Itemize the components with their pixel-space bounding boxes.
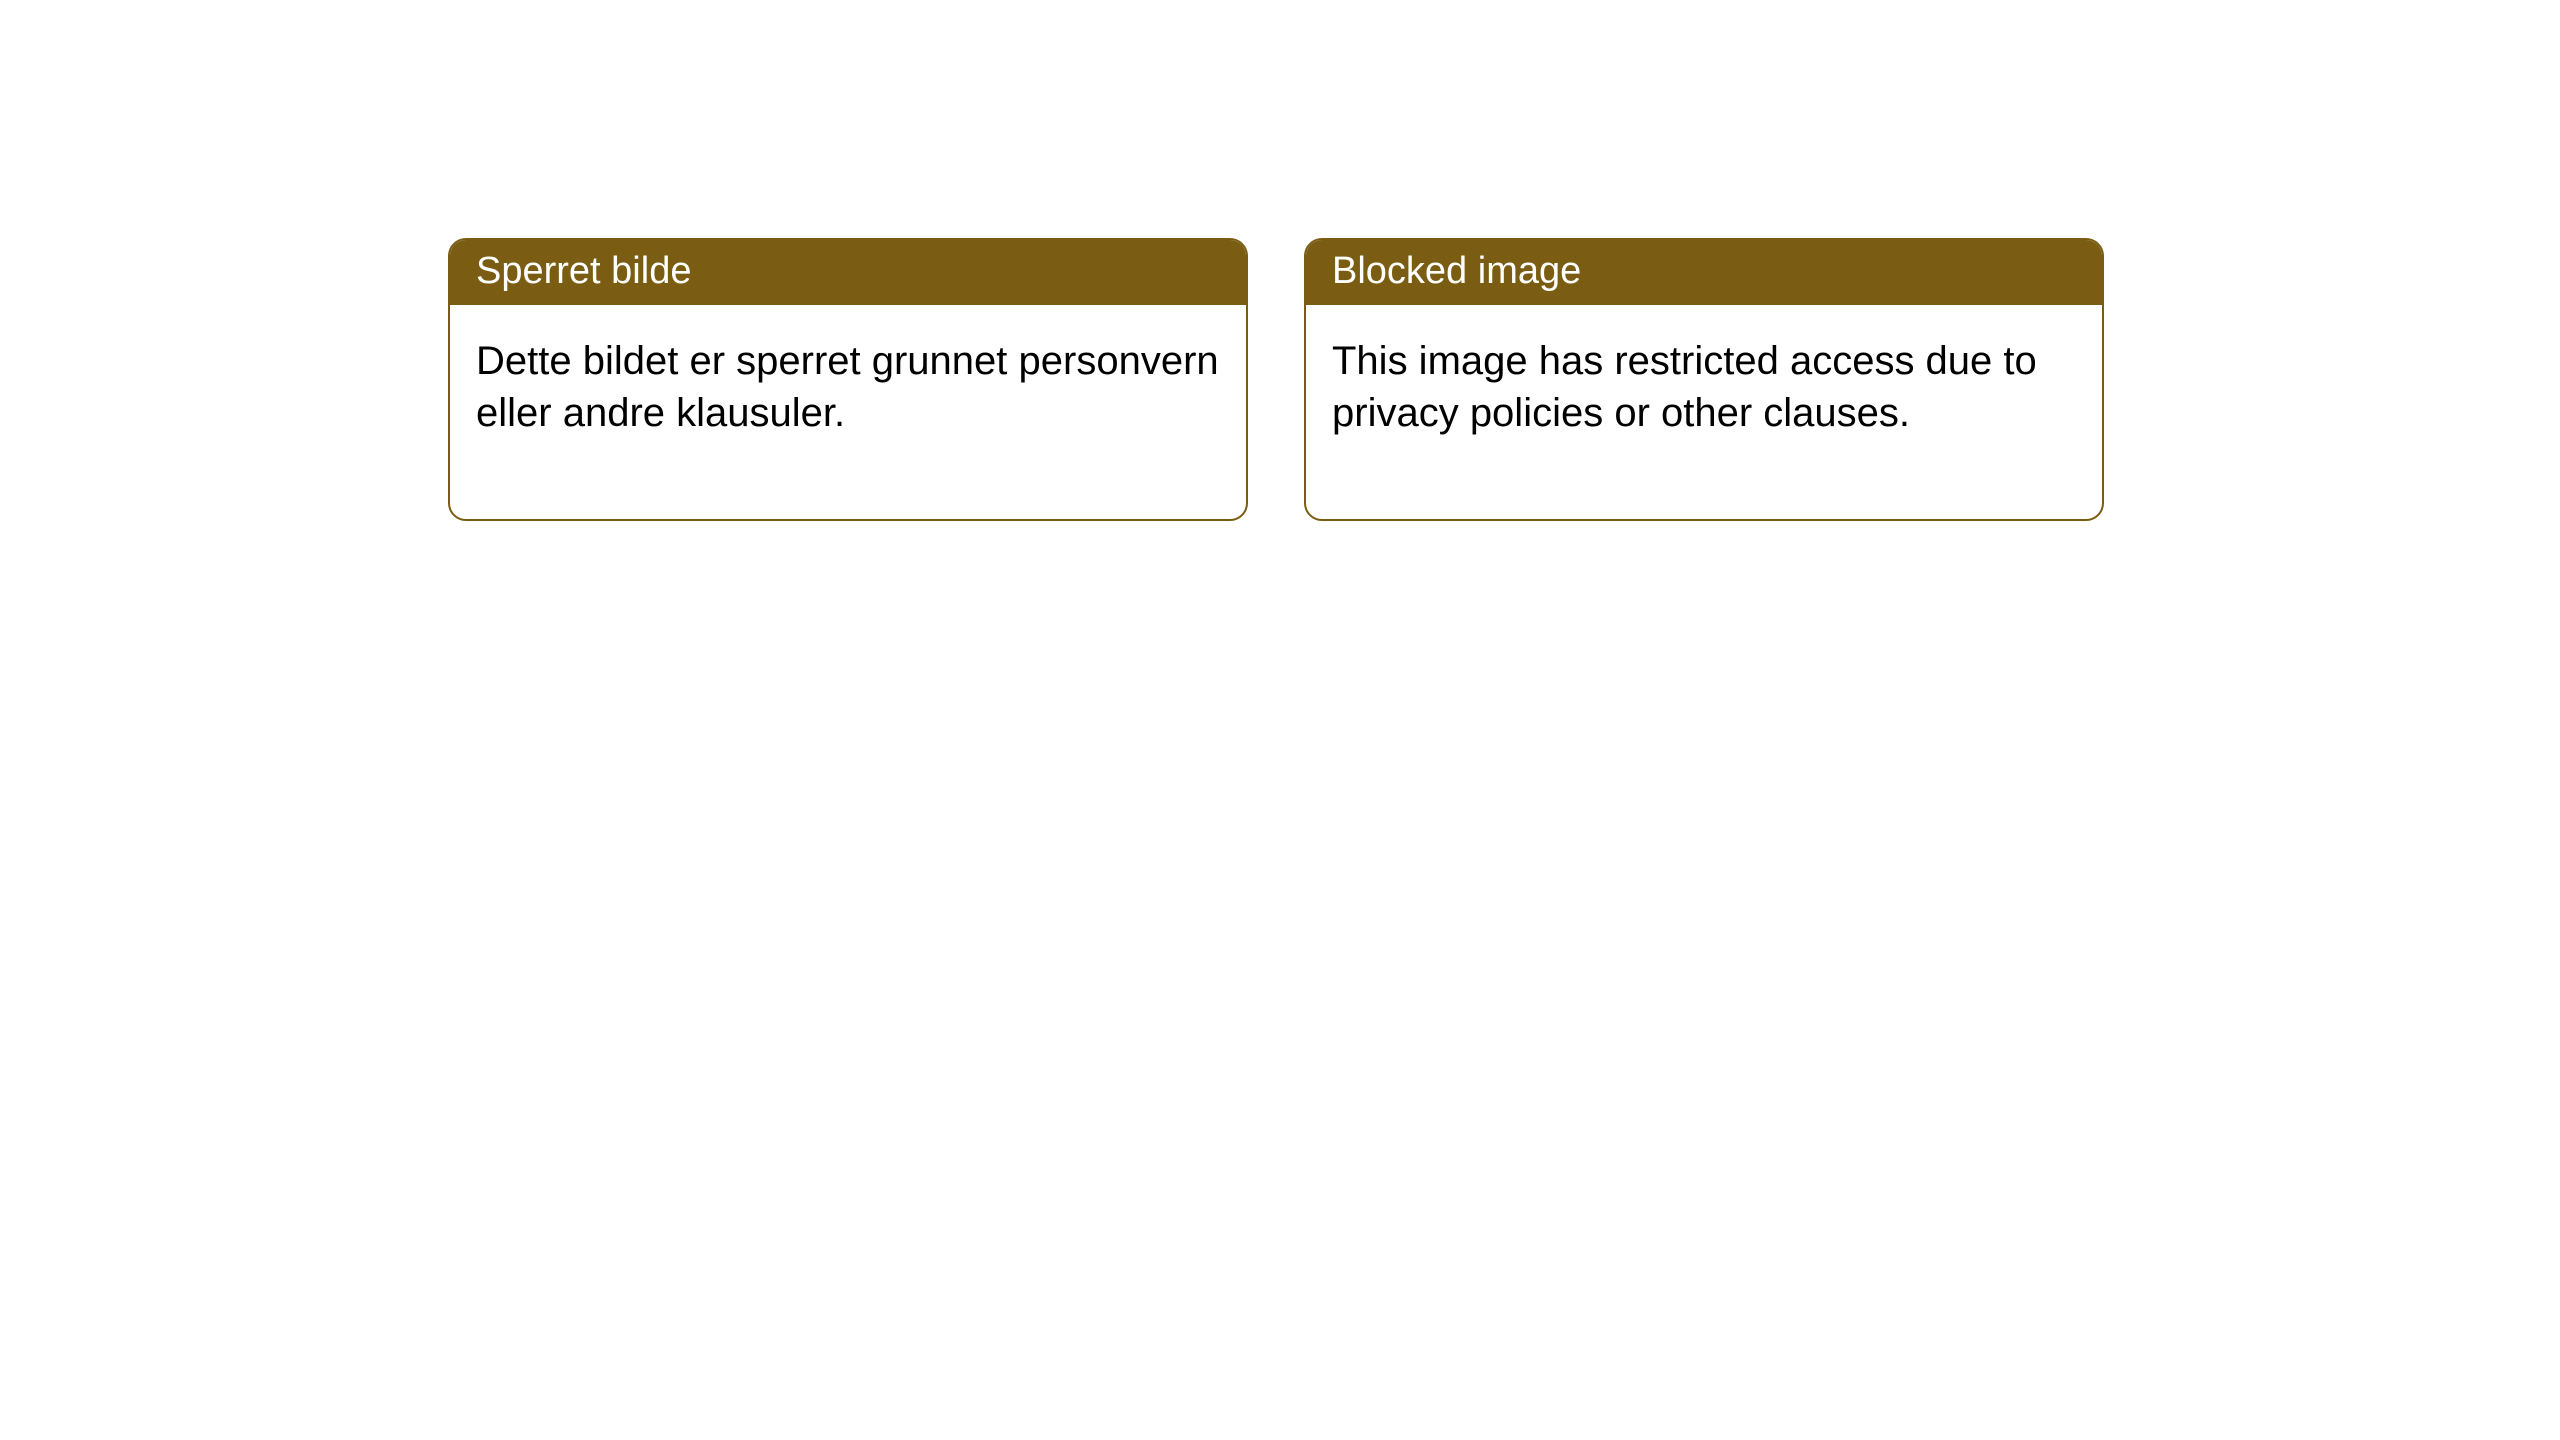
notice-title: Blocked image (1306, 240, 2102, 305)
notice-card-english: Blocked image This image has restricted … (1304, 238, 2104, 521)
notice-body: This image has restricted access due to … (1306, 305, 2102, 519)
notice-title: Sperret bilde (450, 240, 1246, 305)
notice-card-norwegian: Sperret bilde Dette bildet er sperret gr… (448, 238, 1248, 521)
notice-body: Dette bildet er sperret grunnet personve… (450, 305, 1246, 519)
notice-container: Sperret bilde Dette bildet er sperret gr… (448, 238, 2104, 521)
